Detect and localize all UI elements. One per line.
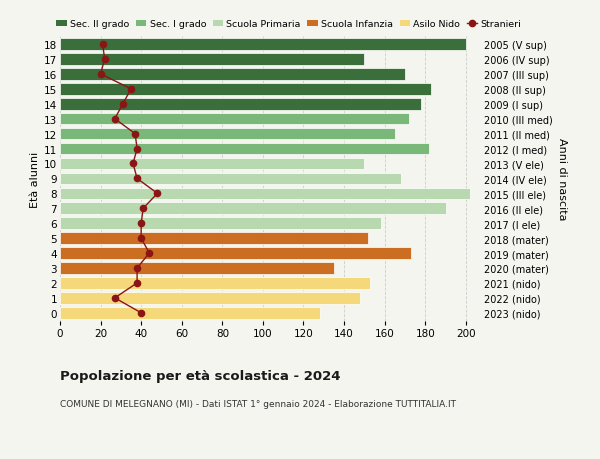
Bar xyxy=(60,99,421,110)
Bar xyxy=(60,129,395,140)
Bar xyxy=(60,188,470,200)
Bar xyxy=(60,54,364,66)
Text: COMUNE DI MELEGNANO (MI) - Dati ISTAT 1° gennaio 2024 - Elaborazione TUTTITALIA.: COMUNE DI MELEGNANO (MI) - Dati ISTAT 1°… xyxy=(60,399,456,409)
Bar xyxy=(60,307,320,319)
Bar xyxy=(60,113,409,125)
Bar xyxy=(60,69,405,80)
Bar xyxy=(60,278,370,289)
Bar xyxy=(60,218,380,230)
Bar xyxy=(60,173,401,185)
Bar xyxy=(60,292,360,304)
Bar xyxy=(60,158,364,170)
Y-axis label: Anni di nascita: Anni di nascita xyxy=(557,138,567,220)
Bar xyxy=(60,143,429,155)
Bar xyxy=(60,248,411,259)
Y-axis label: Età alunni: Età alunni xyxy=(30,151,40,207)
Bar xyxy=(60,263,334,274)
Bar xyxy=(60,39,466,51)
Text: Popolazione per età scolastica - 2024: Popolazione per età scolastica - 2024 xyxy=(60,369,341,382)
Bar xyxy=(60,233,368,245)
Legend: Sec. II grado, Sec. I grado, Scuola Primaria, Scuola Infanzia, Asilo Nido, Stran: Sec. II grado, Sec. I grado, Scuola Prim… xyxy=(56,20,521,29)
Bar xyxy=(60,84,431,95)
Bar xyxy=(60,203,446,215)
